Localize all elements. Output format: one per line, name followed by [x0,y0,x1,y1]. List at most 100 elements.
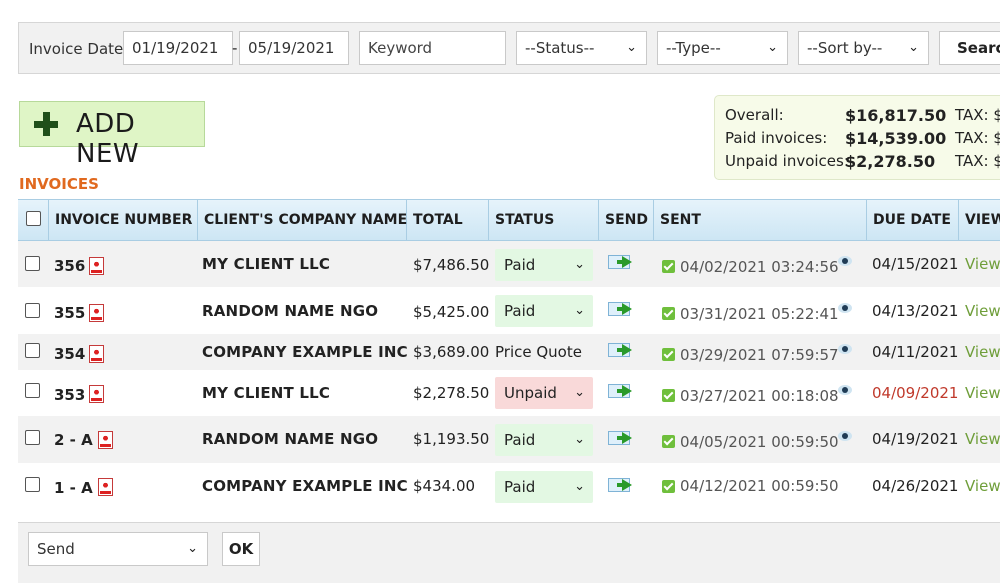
invoice-number[interactable]: 1 - A [54,479,93,497]
table-row: 2 - A RANDOM NAME NGO $1,193.50 Paid ⌄ 0… [18,416,1000,463]
ok-button[interactable]: OK [222,532,260,566]
client-name: COMPANY EXAMPLE INC [202,343,408,361]
bulk-action-select[interactable]: Send ⌄ [28,532,208,566]
status-value: Paid [504,431,536,449]
invoice-date-label: Invoice Date: [29,40,129,58]
chevron-down-icon: ⌄ [574,432,585,447]
header-total[interactable]: TOTAL [407,200,489,240]
pdf-icon[interactable] [98,478,113,496]
summary-label: Overall: [725,106,784,124]
due-date-overdue: 04/09/2021 [872,384,959,402]
send-email-icon[interactable] [608,476,635,493]
client-name: RANDOM NAME NGO [202,430,379,448]
row-checkbox[interactable] [25,343,40,358]
view-link[interactable]: View [965,255,1000,273]
status-select[interactable]: Paid ⌄ [495,471,593,503]
row-checkbox[interactable] [25,430,40,445]
status-text: Price Quote [495,343,582,361]
invoice-number[interactable]: 354 [54,345,86,363]
chevron-down-icon: ⌄ [574,479,585,494]
send-email-icon[interactable] [608,429,635,446]
invoice-total: $7,486.50 [413,256,490,274]
send-email-icon[interactable] [608,253,635,270]
status-select[interactable]: Paid ⌄ [495,424,593,456]
eye-icon[interactable] [838,385,852,395]
pdf-icon[interactable] [89,257,104,275]
status-value: Paid [504,478,536,496]
table-row: 354 COMPANY EXAMPLE INC $3,689.00 Price … [18,334,1000,370]
invoice-total: $5,425.00 [413,303,490,321]
header-sent[interactable]: SENT [654,200,867,240]
sent-datetime: 03/29/2021 07:59:57 [680,346,839,364]
due-date: 04/26/2021 [872,477,959,495]
status-value: Paid [504,302,536,320]
eye-icon[interactable] [838,431,852,441]
status-value: Unpaid [504,384,557,402]
view-link[interactable]: View [965,343,1000,361]
row-checkbox[interactable] [25,256,40,271]
sort-select-value: --Sort by-- [807,39,883,57]
header-status[interactable]: STATUS [489,200,599,240]
chevron-down-icon: ⌄ [908,40,919,55]
pdf-icon[interactable] [89,304,104,322]
status-select[interactable]: Unpaid ⌄ [495,377,593,409]
invoice-number[interactable]: 2 - A [54,431,93,449]
add-new-button[interactable]: ADD NEW [19,101,205,169]
summary-value: $2,278.50 [845,152,936,171]
invoice-number[interactable]: 356 [54,257,86,275]
sent-datetime: 03/27/2021 00:18:08 [680,387,839,405]
summary-value: $16,817.50 [845,106,947,125]
chevron-down-icon: ⌄ [187,541,198,556]
summary-tax: TAX: $ [955,152,1000,170]
keyword-input[interactable]: Keyword [359,31,506,65]
status-select[interactable]: --Status-- ⌄ [516,31,647,65]
pdf-icon[interactable] [89,385,104,403]
due-date: 04/19/2021 [872,430,959,448]
view-link[interactable]: View [965,302,1000,320]
invoice-total: $2,278.50 [413,384,490,402]
status-select[interactable]: Paid ⌄ [495,249,593,281]
invoice-number[interactable]: 355 [54,304,86,322]
view-link[interactable]: View [965,384,1000,402]
search-button[interactable]: Search [939,31,1000,65]
date-from-input[interactable]: 01/19/2021 [123,31,233,65]
row-checkbox[interactable] [25,477,40,492]
view-link[interactable]: View [965,430,1000,448]
type-select[interactable]: --Type-- ⌄ [657,31,788,65]
row-checkbox[interactable] [25,383,40,398]
invoice-number[interactable]: 353 [54,386,86,404]
header-due-date[interactable]: DUE DATE [867,200,959,240]
bulk-action-bar: Send ⌄ OK [18,522,1000,583]
sent-check-icon [662,307,675,320]
header-send: SEND [599,200,654,240]
invoice-total: $3,689.00 [413,343,490,361]
due-date: 04/13/2021 [872,302,959,320]
client-name: MY CLIENT LLC [202,255,331,273]
select-all-checkbox[interactable] [26,211,41,226]
chevron-down-icon: ⌄ [574,385,585,400]
eye-icon[interactable] [838,303,852,313]
eye-icon[interactable] [838,344,852,354]
due-date: 04/11/2021 [872,343,959,361]
table-row: 1 - A COMPANY EXAMPLE INC $434.00 Paid ⌄… [18,463,1000,509]
invoice-total: $1,193.50 [413,430,490,448]
view-link[interactable]: View [965,477,1000,495]
header-client-company[interactable]: CLIENT'S COMPANY NAME [198,200,407,240]
sort-select[interactable]: --Sort by-- ⌄ [798,31,929,65]
header-invoice-number[interactable]: INVOICE NUMBER [49,200,198,240]
status-select[interactable]: Paid ⌄ [495,295,593,327]
eye-icon[interactable] [838,256,852,266]
sent-datetime: 04/02/2021 03:24:56 [680,258,839,276]
send-email-icon[interactable] [608,382,635,399]
row-checkbox[interactable] [25,303,40,318]
send-email-icon[interactable] [608,341,635,358]
pdf-icon[interactable] [98,431,113,449]
sent-check-icon [662,435,675,448]
invoice-total: $434.00 [413,477,476,495]
pdf-icon[interactable] [89,345,104,363]
send-email-icon[interactable] [608,300,635,317]
date-to-input[interactable]: 05/19/2021 [239,31,349,65]
plus-icon [34,112,58,136]
sent-check-icon [662,260,675,273]
sent-datetime: 03/31/2021 05:22:41 [680,305,839,323]
